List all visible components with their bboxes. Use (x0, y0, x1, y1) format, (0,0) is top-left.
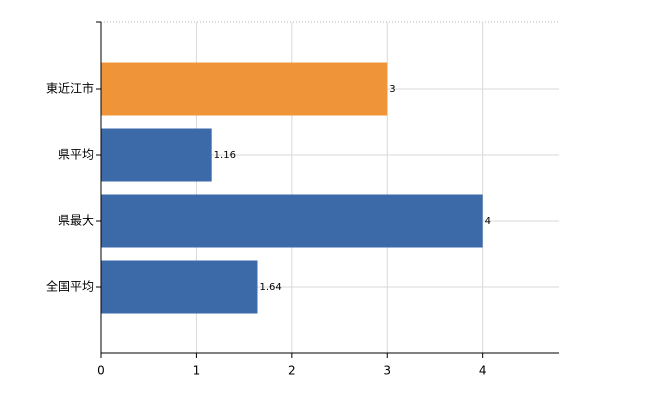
x-tick-label: 2 (288, 364, 296, 378)
value-label: 4 (485, 216, 491, 227)
bar (101, 260, 258, 314)
value-label: 1.64 (259, 282, 281, 293)
y-tick-label: 県平均 (58, 148, 94, 162)
value-label: 1.16 (214, 150, 236, 161)
bar (101, 128, 212, 182)
x-tick-label: 4 (479, 364, 487, 378)
bar (101, 62, 388, 116)
x-tick-label: 0 (97, 364, 105, 378)
x-tick-label: 3 (383, 364, 391, 378)
value-label: 3 (389, 84, 395, 95)
bar (101, 194, 483, 248)
x-tick-label: 1 (193, 364, 201, 378)
y-tick-label: 全国平均 (46, 279, 94, 294)
y-tick-label: 東近江市 (46, 81, 94, 96)
y-tick-label: 県最大 (58, 214, 94, 228)
